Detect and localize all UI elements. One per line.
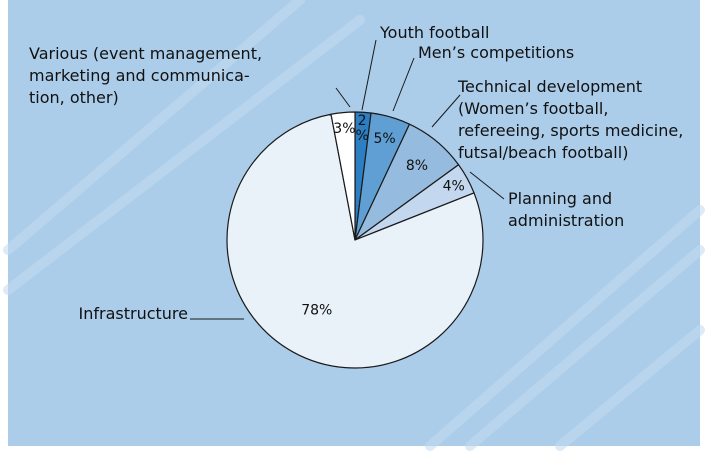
background-stripe xyxy=(425,205,705,451)
percent-label-youth-football: % xyxy=(355,128,368,144)
percent-label-various-event-management-marketing-and-communication-other: 3% xyxy=(333,121,355,137)
leader-line-youth-football xyxy=(361,39,377,111)
category-label-technical-development-women-s-football-refereeing-sports-medicine-futsal-beach-football: (Women’s football, xyxy=(458,99,608,118)
percent-label-men-s-competitions: 5% xyxy=(373,131,395,147)
background-stripe xyxy=(3,0,305,255)
category-label-various-event-management-marketing-and-communication-other: marketing and communica- xyxy=(29,66,250,85)
category-label-technical-development-women-s-football-refereeing-sports-medicine-futsal-beach-football: Technical development xyxy=(457,77,642,96)
percent-label-infrastructure: 78% xyxy=(301,303,332,319)
pie-slices xyxy=(226,111,484,369)
category-label-planning-and-administration: Planning and xyxy=(508,189,612,208)
leader-lines xyxy=(190,39,505,320)
category-label-youth-football: Youth football xyxy=(379,23,489,42)
category-label-various-event-management-marketing-and-communication-other: Various (event management, xyxy=(29,44,262,63)
leader-line-planning-and-administration xyxy=(469,171,505,200)
percent-label-planning-and-administration: 4% xyxy=(443,179,465,195)
background-stripe xyxy=(3,15,365,295)
pie-slice-infrastructure xyxy=(226,113,484,369)
percent-labels: 2% 5% 8% 4% 78% 3% xyxy=(301,113,465,318)
category-label-planning-and-administration: administration xyxy=(508,211,624,230)
category-label-men-s-competitions: Men’s competitions xyxy=(418,43,574,62)
leader-line-various-event-management-marketing-and-communication-other xyxy=(335,87,351,108)
background-stripe xyxy=(465,245,705,451)
category-label-various-event-management-marketing-and-communication-other: tion, other) xyxy=(29,88,119,107)
percent-label-youth-football: 2 xyxy=(358,113,367,129)
category-label-technical-development-women-s-football-refereeing-sports-medicine-futsal-beach-football: refereeing, sports medicine, xyxy=(458,121,683,140)
category-label-infrastructure: Infrastructure xyxy=(79,304,188,323)
background-stripes xyxy=(3,0,705,451)
category-label-technical-development-women-s-football-refereeing-sports-medicine-futsal-beach-football: futsal/beach football) xyxy=(458,143,628,162)
pie-slice-various-event-management-marketing-and-communication-other xyxy=(330,111,356,241)
leader-line-men-s-competitions xyxy=(392,57,415,112)
background-stripe xyxy=(555,325,705,451)
percent-label-technical-development-women-s-football-refereeing-sports-medicine-futsal-beach-football: 8% xyxy=(406,158,428,174)
leader-line-technical-development-women-s-football-refereeing-sports-medicine-futsal-beach-football xyxy=(431,94,461,128)
